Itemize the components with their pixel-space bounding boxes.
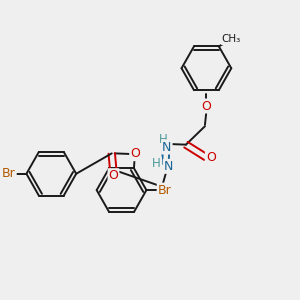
Text: CH₃: CH₃	[222, 34, 241, 44]
Text: Br: Br	[2, 167, 16, 180]
Text: H: H	[159, 134, 168, 146]
Text: Br: Br	[158, 184, 171, 196]
Text: H: H	[152, 158, 161, 170]
Text: O: O	[202, 100, 212, 112]
Text: N: N	[162, 140, 172, 154]
Text: O: O	[206, 151, 216, 164]
Text: N: N	[164, 160, 173, 173]
Text: O: O	[109, 169, 118, 182]
Text: O: O	[130, 147, 140, 160]
